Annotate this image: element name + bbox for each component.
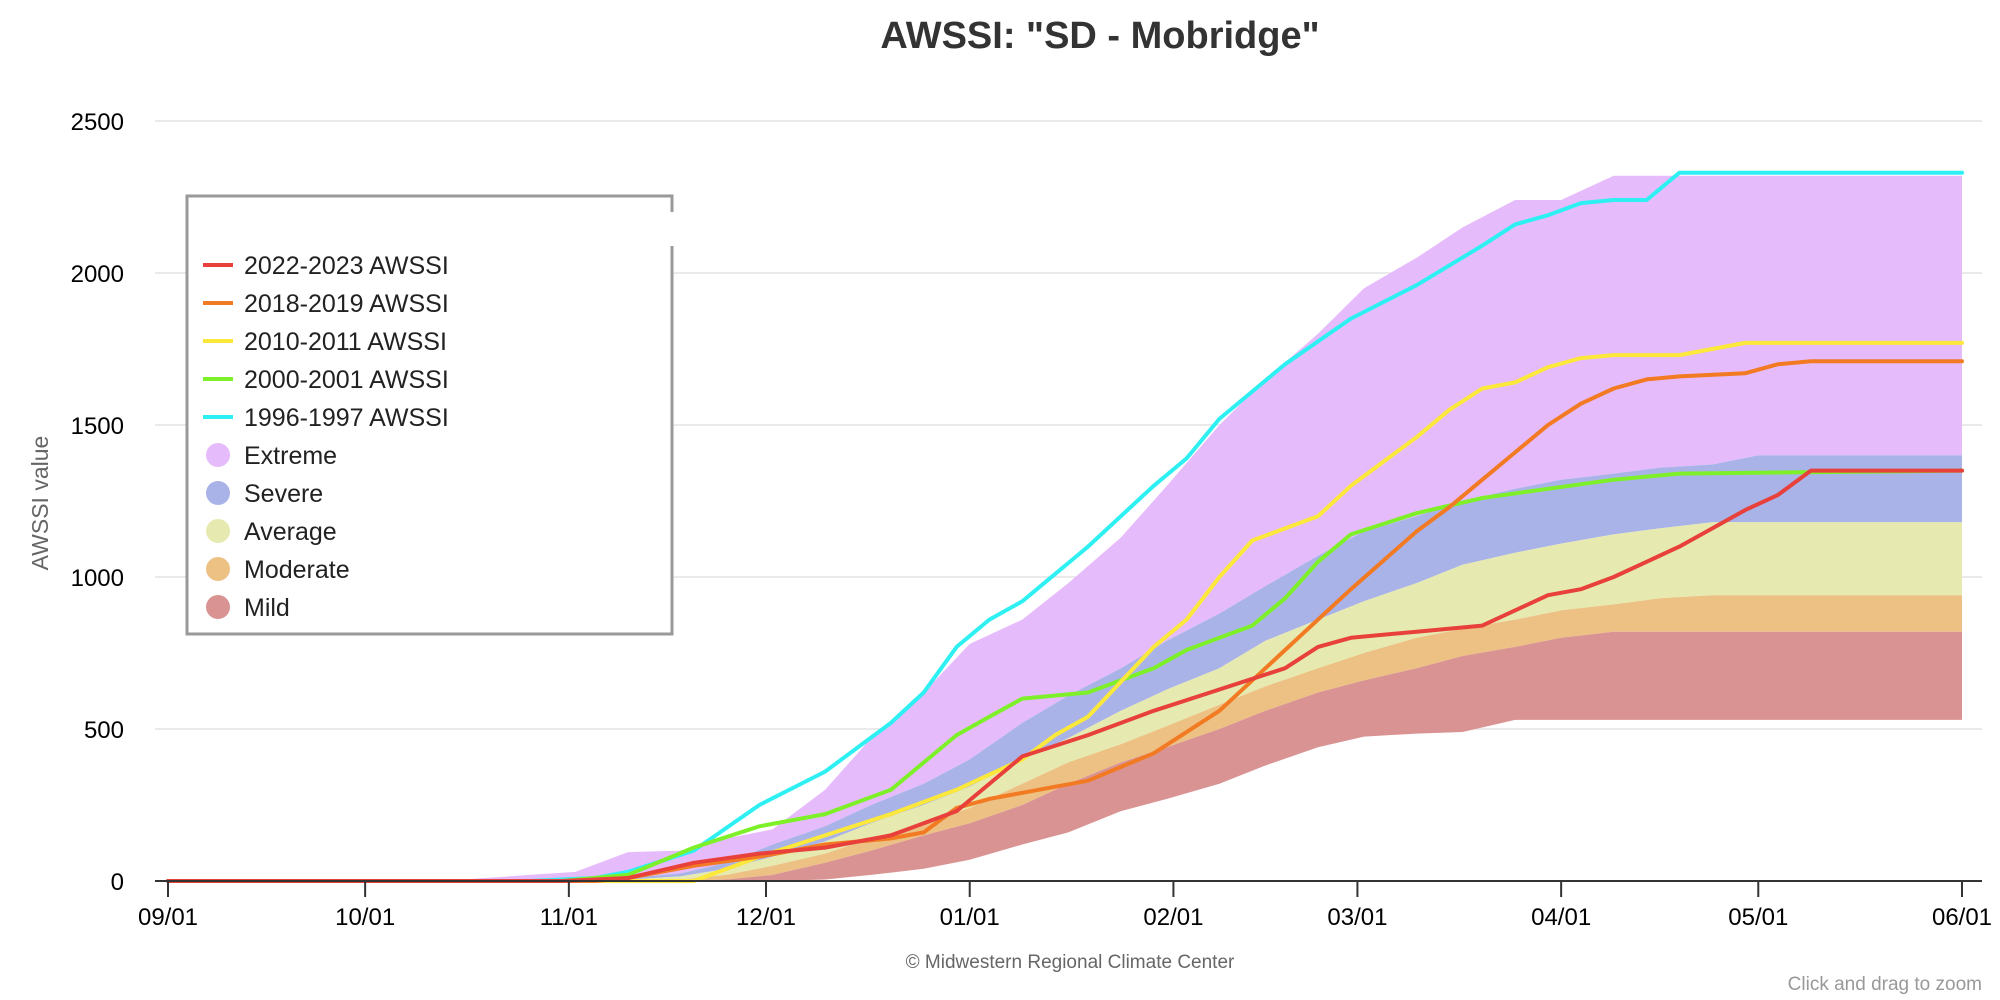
series-line-2000-2001[interactable] bbox=[166, 468, 1964, 883]
legend-label: Moderate bbox=[244, 556, 350, 584]
y-tick-label: 1000 bbox=[71, 565, 124, 592]
band-extreme bbox=[168, 175, 1962, 881]
legend-item[interactable]: 2010-2011 AWSSI bbox=[203, 328, 447, 356]
legend-item[interactable]: 2018-2019 AWSSI bbox=[203, 290, 449, 318]
y-tick-label: 2000 bbox=[71, 261, 124, 288]
legend-item[interactable]: 2000-2001 AWSSI bbox=[203, 366, 449, 394]
band-severe bbox=[168, 455, 1962, 881]
y-axis-label: AWSSI value bbox=[27, 436, 53, 571]
zoom-hint: Click and drag to zoom bbox=[1788, 974, 1982, 995]
series-line-2010-2011[interactable] bbox=[166, 340, 1964, 883]
legend-dot-symbol bbox=[206, 519, 230, 543]
legend-label: Mild bbox=[244, 594, 290, 622]
legend-dot-symbol bbox=[206, 443, 230, 467]
x-tick-label: 02/01 bbox=[1143, 904, 1203, 931]
y-tick-label: 0 bbox=[111, 869, 124, 896]
credit-text[interactable]: © Midwestern Regional Climate Center bbox=[906, 952, 1235, 973]
legend-label: 1996-1997 AWSSI bbox=[244, 404, 449, 432]
season-series[interactable] bbox=[166, 170, 1964, 883]
legend-label: 2010-2011 AWSSI bbox=[244, 328, 447, 356]
legend-item[interactable]: Severe bbox=[206, 480, 323, 508]
x-tick-label: 10/01 bbox=[335, 904, 395, 931]
legend-item[interactable]: Average bbox=[206, 518, 337, 546]
x-tick-label: 05/01 bbox=[1728, 904, 1788, 931]
x-tick-label: 03/01 bbox=[1327, 904, 1387, 931]
x-tick-label: 11/01 bbox=[540, 904, 598, 931]
legend[interactable]: 2022-2023 AWSSI 2018-2019 AWSSI 2010-2011 … bbox=[185, 194, 676, 636]
y-tick-label: 2500 bbox=[71, 109, 124, 136]
band-mild bbox=[168, 631, 1962, 881]
legend-label: Extreme bbox=[244, 442, 337, 470]
y-tick-label: 500 bbox=[84, 717, 124, 744]
legend-dot-symbol bbox=[206, 481, 230, 505]
legend-scroll-gap bbox=[664, 212, 676, 246]
legend-label: 2018-2019 AWSSI bbox=[244, 290, 449, 318]
legend-item[interactable]: Moderate bbox=[206, 556, 350, 584]
band-moderate bbox=[168, 595, 1962, 881]
legend-label: 2022-2023 AWSSI bbox=[244, 252, 449, 280]
legend-box bbox=[185, 194, 674, 636]
legend-dot-symbol bbox=[206, 595, 230, 619]
legend-label: Severe bbox=[244, 480, 323, 508]
chart-title: AWSSI: "SD - Mobridge" bbox=[880, 15, 1319, 57]
series-line-2022-2023[interactable] bbox=[166, 468, 1964, 883]
x-tick-label: 04/01 bbox=[1531, 904, 1591, 931]
x-tick-label: 06/01 bbox=[1932, 904, 1992, 931]
x-tick-label: 01/01 bbox=[940, 904, 1000, 931]
x-tick-label: 09/01 bbox=[138, 904, 198, 931]
legend-item[interactable]: 1996-1997 AWSSI bbox=[203, 404, 449, 432]
x-tick-label: 12/01 bbox=[736, 904, 796, 931]
series-line-1996-1997[interactable] bbox=[166, 170, 1964, 883]
legend-item[interactable]: 2022-2023 AWSSI bbox=[203, 252, 449, 280]
legend-item[interactable]: Mild bbox=[206, 594, 290, 622]
axes: 0 500 1000 1500 2000 2500 09/01 10/01 11/01 12/01… bbox=[71, 109, 1992, 931]
legend-item[interactable]: Extreme bbox=[206, 442, 337, 470]
y-tick-label: 1500 bbox=[71, 413, 124, 440]
legend-dot-symbol bbox=[206, 557, 230, 581]
legend-label: 2000-2001 AWSSI bbox=[244, 366, 449, 394]
legend-label: Average bbox=[244, 518, 337, 546]
